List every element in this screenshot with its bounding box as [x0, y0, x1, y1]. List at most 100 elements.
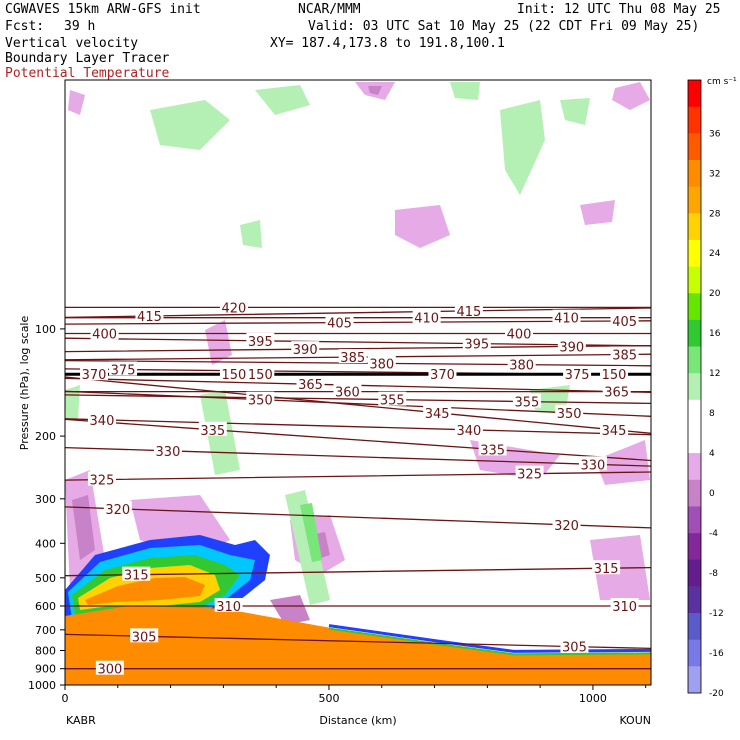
theta-label: 375	[111, 363, 136, 378]
tracer-plume-core	[85, 577, 205, 605]
x-tick-label: 500	[318, 692, 339, 705]
colorbar-swatch	[688, 586, 701, 614]
theta-contours	[64, 306, 652, 670]
colorbar-frame	[687, 79, 702, 694]
theta-label: 315	[594, 562, 619, 577]
colorbar-tick-label: 0	[709, 489, 715, 499]
colorbar-swatch	[688, 239, 701, 267]
theta-label: 150	[222, 368, 247, 383]
theta-label: 410	[554, 312, 579, 327]
theta-label-bg	[219, 366, 248, 381]
colorbar-swatch	[688, 373, 701, 401]
theta-label: 390	[293, 343, 318, 358]
theta-contour-labels: 300 305 305 310 310 315 315 320 320 325 325 330 330 3…	[80, 299, 639, 678]
theta-label: 410	[414, 312, 439, 327]
theta-line	[64, 446, 652, 467]
colorbar-swatch	[688, 479, 701, 507]
theta-label-bg	[87, 411, 116, 426]
theta-line	[64, 418, 652, 436]
colorbar-swatch	[688, 426, 701, 454]
theta-label: 415	[456, 305, 481, 320]
theta-label: 360	[335, 386, 360, 401]
theta-label: 150	[602, 368, 627, 383]
downward-motion-blob	[270, 595, 310, 625]
theta-label-bg	[214, 598, 243, 613]
theta-line	[64, 418, 652, 462]
colorbar-swatch	[688, 186, 701, 214]
upward-motion-blob	[65, 385, 80, 420]
theta-line	[64, 471, 652, 481]
theta-label: 395	[464, 338, 489, 353]
theta-label-bg	[198, 421, 227, 436]
upward-motion-blob	[285, 490, 330, 605]
theta-line	[64, 377, 652, 394]
downward-motion-blob	[368, 86, 382, 95]
org-label: NCAR/MMM	[298, 2, 361, 17]
theta-label-bg	[90, 325, 119, 340]
theta-label: 390	[559, 340, 584, 355]
theta-label-bg	[512, 393, 541, 408]
distance-axis: 0 500 1000	[62, 685, 647, 705]
colorbar-swatch	[688, 559, 701, 587]
y-axis-title: Pressure (hPa), log scale	[18, 316, 31, 451]
theta-label-bg	[412, 309, 441, 324]
field-vertical-velocity: Vertical velocity	[5, 36, 139, 51]
colorbar-swatch	[688, 133, 701, 161]
theta-label: 305	[132, 630, 157, 645]
theta-label: 340	[456, 424, 481, 439]
colorbar-swatch	[688, 639, 701, 667]
theta-label-bg	[219, 299, 248, 314]
theta-label: 355	[380, 394, 405, 409]
plot-frame	[64, 79, 652, 686]
colorbar-swatch	[688, 346, 701, 374]
colorbar-swatch	[688, 613, 701, 640]
boundary-layer-fill	[65, 606, 651, 685]
upward-motion-blob	[150, 100, 230, 150]
theta-label: 405	[327, 317, 352, 332]
theta-label-bg	[610, 598, 639, 613]
theta-line	[64, 506, 652, 529]
colorbar-tick-label: 36	[709, 129, 721, 139]
y-tick-label: 400	[35, 537, 56, 550]
colorbar-tick-label: 20	[709, 289, 721, 299]
theta-label: 335	[200, 424, 225, 439]
theta-label-bg	[87, 471, 116, 486]
x-tick-label: 0	[62, 692, 69, 705]
theta-label-bg	[135, 308, 164, 323]
theta-label: 150	[248, 368, 273, 383]
y-tick-label: 900	[35, 663, 56, 676]
theta-label: 345	[602, 424, 627, 439]
theta-label-bg	[578, 456, 607, 471]
colorbar-swatch	[688, 266, 701, 294]
theta-label-bg	[507, 356, 536, 371]
upward-motion-blob	[560, 98, 590, 125]
upward-motion-blob	[500, 100, 545, 195]
right-station-label: KOUN	[619, 714, 651, 727]
theta-label-bg	[555, 404, 584, 419]
colorbar-swatch	[688, 506, 701, 534]
theta-label: 400	[507, 327, 532, 342]
y-tick-label: 200	[35, 430, 56, 443]
theta-label-bg	[602, 383, 631, 398]
valid-time: Valid: 03 UTC Sat 10 May 25 (22 CDT Fri …	[308, 19, 700, 34]
downward-motion-blob	[395, 205, 450, 248]
colorbar-swatch	[688, 319, 701, 347]
upward-motion-blob	[255, 85, 310, 115]
y-tick-label: 300	[35, 493, 56, 506]
theta-label: 310	[612, 600, 637, 615]
init-time: Init: 12 UTC Thu 08 May 25	[517, 2, 721, 17]
theta-label-bg	[296, 376, 325, 391]
downward-motion-blob	[68, 90, 85, 115]
theta-label-bg	[563, 366, 592, 381]
xy-endpoints: XY= 187.4,173.8 to 191.8,100.1	[270, 36, 505, 51]
theta-label: 400	[92, 327, 117, 342]
upward-motion-blob	[450, 82, 480, 100]
theta-label: 310	[216, 600, 241, 615]
theta-label: 355	[515, 396, 540, 411]
colorbar-unit: cm s⁻¹	[707, 77, 737, 87]
theta-label: 300	[97, 663, 122, 678]
theta-label: 365	[604, 386, 629, 401]
theta-label: 370	[430, 368, 455, 383]
theta-label-bg	[103, 500, 132, 515]
downward-motion-blob	[595, 440, 650, 485]
